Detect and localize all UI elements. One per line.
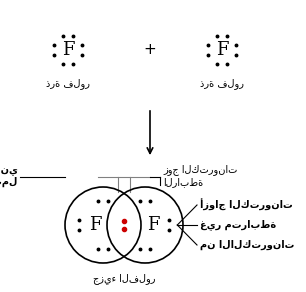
- Text: زوج الكترونات: زوج الكترونات: [163, 164, 237, 175]
- Text: تركيب ثماني: تركيب ثماني: [0, 164, 18, 175]
- Text: ذرة فلور: ذرة فلور: [200, 78, 244, 89]
- Text: F: F: [147, 216, 159, 234]
- Circle shape: [65, 187, 141, 263]
- Text: F: F: [216, 41, 228, 59]
- Text: من الالكترونات: من الالكترونات: [200, 240, 294, 250]
- Circle shape: [107, 187, 183, 263]
- Text: مكتمل: مكتمل: [0, 177, 18, 187]
- Text: F: F: [89, 216, 101, 234]
- Text: ذرة فلور: ذرة فلور: [46, 78, 90, 89]
- Text: جزيء الفلور: جزيء الفلور: [93, 273, 155, 284]
- Text: F: F: [62, 41, 74, 59]
- Text: أزواج الكترونات: أزواج الكترونات: [200, 199, 293, 211]
- Text: +: +: [144, 43, 156, 58]
- Text: الرابطة: الرابطة: [163, 177, 203, 187]
- Text: غير مترابطة: غير مترابطة: [200, 220, 276, 230]
